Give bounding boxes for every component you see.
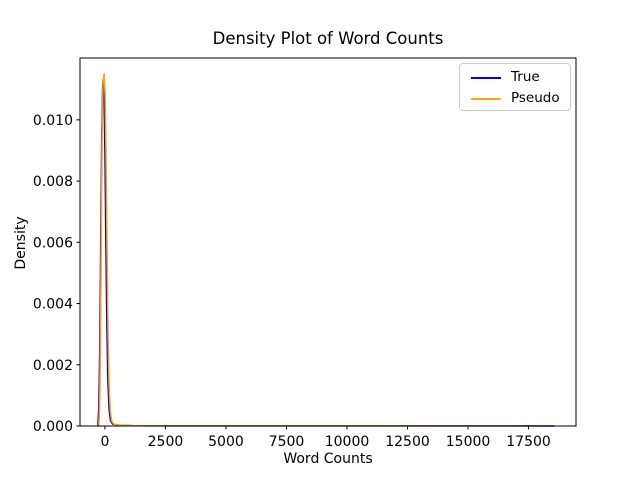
legend-item-true: True (460, 67, 570, 88)
y-tick-label: 0.010 (33, 113, 73, 129)
y-tick-label: 0.004 (33, 297, 73, 313)
x-tick-label: 12500 (385, 434, 430, 450)
legend-line-pseudo-icon (471, 97, 501, 100)
legend-label-true: True (511, 68, 540, 85)
axes-frame (79, 57, 577, 427)
y-tick-label: 0.002 (33, 358, 73, 374)
x-tick-label: 7500 (269, 434, 305, 450)
x-tick-label: 17500 (506, 434, 551, 450)
series-line-pseudo (98, 73, 524, 427)
legend-item-pseudo: Pseudo (460, 88, 570, 109)
y-tick-label: 0.000 (33, 419, 73, 435)
x-tick-label: 2500 (148, 434, 184, 450)
chart-title: Density Plot of Word Counts (212, 29, 444, 48)
y-axis-label: Density (13, 216, 29, 270)
legend-label-pseudo: Pseudo (511, 89, 560, 106)
x-axis-label: Word Counts (283, 451, 373, 467)
y-tick-label: 0.008 (33, 174, 73, 190)
y-tick-label: 0.006 (33, 235, 73, 251)
legend: True Pseudo (459, 63, 571, 111)
series-line-true (97, 78, 555, 427)
x-tick-label: 5000 (208, 434, 244, 450)
x-tick-label: 15000 (446, 434, 491, 450)
x-tick-label: 0 (100, 434, 109, 450)
x-tick-label: 10000 (325, 434, 370, 450)
legend-line-true-icon (471, 76, 501, 79)
